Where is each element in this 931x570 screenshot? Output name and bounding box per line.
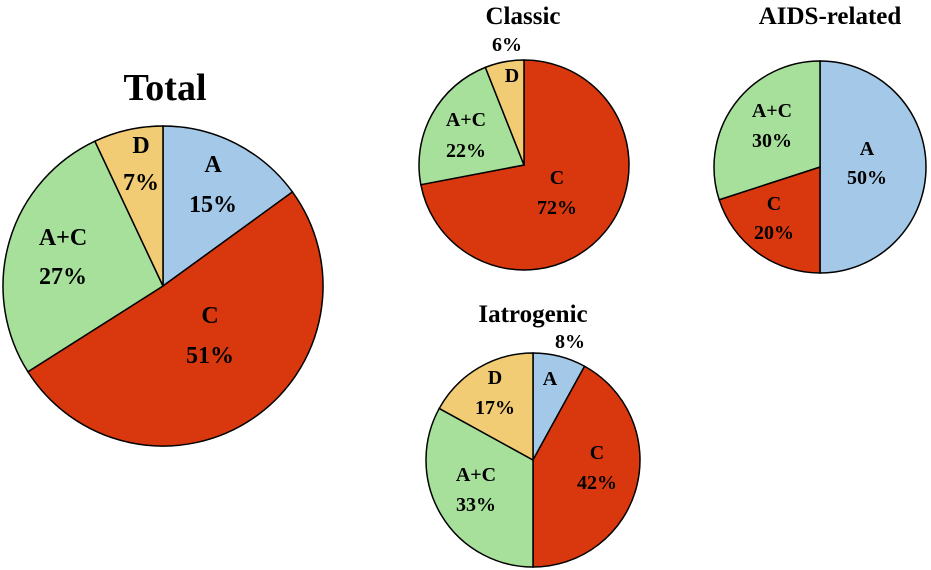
slice-label-classic-d-name: D bbox=[505, 65, 519, 87]
slice-label-classic-a-plus-c-value: 22% bbox=[446, 140, 486, 162]
pie-slice-total-a bbox=[162, 125, 294, 288]
slice-label-classic-a-plus-c-name: A+C bbox=[446, 109, 486, 131]
pie-slice-classic-a-plus-c bbox=[418, 66, 526, 186]
slice-label-iatrogenic-d-name: D bbox=[488, 367, 502, 389]
pie-slice-aids-related-a bbox=[819, 60, 927, 274]
pie-slice-total-c bbox=[26, 190, 324, 447]
slice-label-aids-related-a-plus-c-value: 30% bbox=[752, 130, 792, 152]
pie-total: Total A 15% C 51% A+C 27% D 7% bbox=[2, 67, 324, 447]
slice-label-iatrogenic-d-value: 17% bbox=[475, 397, 515, 419]
slice-label-iatrogenic-c-value: 42% bbox=[577, 472, 617, 494]
slice-label-total-d-value: 7% bbox=[123, 170, 159, 196]
slice-label-iatrogenic-a-plus-c-value: 33% bbox=[456, 494, 496, 516]
slice-label-iatrogenic-a-value: 8% bbox=[555, 331, 585, 353]
slice-label-iatrogenic-a-plus-c-name: A+C bbox=[456, 464, 496, 486]
slice-label-aids-related-a-value: 50% bbox=[847, 167, 887, 189]
pie-slice-aids-related-c bbox=[718, 165, 821, 274]
pie-slice-iatrogenic-a-plus-c bbox=[425, 407, 534, 568]
slice-label-iatrogenic-c-name: C bbox=[590, 442, 604, 464]
pie-slice-classic-c bbox=[419, 59, 630, 271]
pie-iatrogenic: Iatrogenic A 8% C 42% A+C 33% D 17% bbox=[425, 301, 641, 568]
pie-aids-related: AIDS-related A 50% C 20% A+C 30% bbox=[713, 3, 927, 274]
slice-label-aids-related-c-name: C bbox=[767, 193, 781, 215]
slice-label-iatrogenic-a-name: A bbox=[543, 368, 558, 390]
slice-label-total-c-value: 51% bbox=[186, 343, 234, 369]
pie-title-iatrogenic: Iatrogenic bbox=[478, 301, 587, 328]
pie-slice-iatrogenic-c bbox=[532, 365, 641, 568]
pie-slice-classic-d bbox=[484, 59, 525, 166]
slice-label-classic-c-value: 72% bbox=[537, 197, 577, 219]
pie-title-total: Total bbox=[123, 67, 206, 109]
slice-label-total-c-name: C bbox=[201, 303, 218, 329]
slice-label-aids-related-a-name: A bbox=[860, 138, 875, 160]
slice-label-classic-c-name: C bbox=[550, 167, 564, 189]
pie-slice-total-a-plus-c bbox=[2, 140, 164, 373]
slice-label-total-a-name: A bbox=[204, 152, 222, 178]
slice-label-total-d-name: D bbox=[132, 133, 149, 159]
slice-label-total-a-plus-c-name: A+C bbox=[39, 225, 87, 251]
pie-slice-total-d bbox=[93, 125, 164, 287]
slice-label-total-a-value: 15% bbox=[189, 192, 237, 218]
pie-classic: Classic C 72% A+C 22% D 6% bbox=[418, 3, 630, 271]
pie-slice-iatrogenic-d bbox=[438, 352, 534, 462]
slice-label-aids-related-c-value: 20% bbox=[754, 222, 794, 244]
slice-label-classic-d-value: 6% bbox=[492, 34, 522, 56]
pie-title-aids-related: AIDS-related bbox=[759, 3, 902, 30]
slice-label-total-a-plus-c-value: 27% bbox=[39, 264, 87, 290]
pie-slice-aids-related-a-plus-c bbox=[713, 60, 821, 201]
pie-title-classic: Classic bbox=[486, 3, 561, 30]
slice-label-aids-related-a-plus-c-name: A+C bbox=[752, 100, 792, 122]
